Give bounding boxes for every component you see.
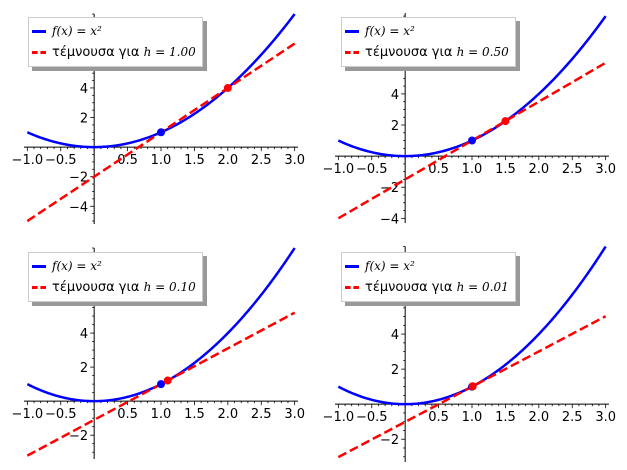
legend-swatch-solid [32, 30, 46, 33]
legend-entry-secant: τέμνουσα για h = 0.10 [32, 277, 196, 298]
x-tick-label: 3.0 [595, 162, 616, 177]
y-tick-label: −2 [380, 433, 399, 448]
x-tick-label: 0.5 [117, 153, 138, 168]
x-tick-label: 1.0 [151, 153, 172, 168]
x-tick-label: −0.5 [45, 407, 77, 422]
x-tick-label: −0.5 [356, 162, 388, 177]
y-tick-label: 2 [80, 112, 88, 127]
x-tick-label: 3.0 [284, 153, 305, 168]
legend-swatch-dashed [345, 286, 359, 289]
subplot-2: −1.0−0.50.51.01.52.02.53.0−4−224 [323, 13, 616, 227]
x-tick-label: 2.0 [528, 162, 549, 177]
legend-secant-label: τέμνουσα για [52, 45, 140, 60]
y-tick-label: 4 [80, 327, 88, 342]
x-tick-label: 2.0 [217, 407, 238, 422]
legend-h-label: h = 1.00 [143, 45, 196, 59]
legend-entry-secant: τέμνουσα για h = 0.50 [345, 42, 509, 63]
legend-function-label: f(x) = x² [52, 24, 102, 38]
x-tick-label: 1.5 [495, 162, 516, 177]
x-tick-label: −1.0 [12, 153, 44, 168]
x-tick-label: 2.5 [251, 153, 272, 168]
y-tick-label: −2 [69, 171, 88, 186]
legend-secant-label: τέμνουσα για [52, 280, 140, 295]
secant-point [163, 376, 172, 385]
y-tick-label: 4 [80, 82, 88, 97]
legend: f(x) = x² τέμνουσα για h = 0.10 [28, 252, 203, 302]
legend-secant-label: τέμνουσα για [365, 280, 453, 295]
secant-point [223, 83, 232, 92]
legend: f(x) = x² τέμνουσα για h = 0.50 [341, 17, 516, 67]
x-tick-label: −0.5 [356, 410, 388, 425]
y-tick-label: −4 [69, 200, 88, 215]
x-tick-label: 2.5 [562, 162, 583, 177]
x-tick-label: 2.5 [562, 410, 583, 425]
legend-entry-function: f(x) = x² [345, 256, 509, 277]
x-tick-label: 2.0 [528, 410, 549, 425]
legend-entry-function: f(x) = x² [345, 21, 509, 42]
y-tick-label: 4 [391, 88, 399, 103]
legend-function-label: f(x) = x² [52, 259, 102, 273]
x-tick-label: 0.5 [428, 410, 449, 425]
legend-secant-label: τέμνουσα για [365, 45, 453, 60]
x-tick-label: 3.0 [595, 410, 616, 425]
x-tick-label: 2.5 [251, 407, 272, 422]
legend-swatch-dashed [32, 51, 46, 54]
x-tick-label: 1.0 [462, 410, 483, 425]
x-tick-label: −1.0 [323, 162, 355, 177]
y-tick-label: 2 [80, 361, 88, 376]
base-point [157, 128, 165, 137]
legend-entry-secant: τέμνουσα για h = 1.00 [32, 42, 196, 63]
x-tick-label: 0.5 [428, 162, 449, 177]
legend: f(x) = x² τέμνουσα για h = 0.01 [341, 252, 516, 302]
x-tick-label: 1.5 [184, 407, 205, 422]
y-tick-label: 2 [391, 363, 399, 378]
legend-swatch-dashed [32, 286, 46, 289]
legend-function-label: f(x) = x² [365, 259, 415, 273]
secant-point [501, 117, 510, 126]
x-tick-label: 1.5 [184, 153, 205, 168]
base-point [468, 136, 476, 145]
legend-h-label: h = 0.01 [456, 280, 509, 294]
legend-h-label: h = 0.10 [143, 280, 196, 294]
x-tick-label: 0.5 [117, 407, 138, 422]
y-tick-label: −4 [380, 212, 399, 227]
y-tick-label: −2 [69, 429, 88, 444]
x-tick-label: 3.0 [284, 407, 305, 422]
legend: f(x) = x² τέμνουσα για h = 1.00 [28, 17, 203, 67]
x-tick-label: −0.5 [45, 153, 77, 168]
legend-swatch-solid [345, 265, 359, 268]
legend-entry-secant: τέμνουσα για h = 0.01 [345, 277, 509, 298]
legend-h-label: h = 0.50 [456, 45, 509, 59]
legend-swatch-solid [32, 265, 46, 268]
y-tick-label: 4 [391, 328, 399, 343]
x-tick-label: −1.0 [12, 407, 44, 422]
x-tick-label: 2.0 [217, 153, 238, 168]
legend-entry-function: f(x) = x² [32, 21, 196, 42]
legend-swatch-dashed [345, 51, 359, 54]
x-tick-label: 1.5 [495, 410, 516, 425]
legend-swatch-solid [345, 30, 359, 33]
x-tick-label: 1.0 [151, 407, 172, 422]
base-point [157, 380, 165, 389]
legend-entry-function: f(x) = x² [32, 256, 196, 277]
y-tick-label: 2 [391, 119, 399, 134]
subplot-4: −1.0 −0.5 0.5 1.0 1.5 2.0 2.5 3.0 −2 2 4 [323, 245, 616, 462]
x-tick-label: −1.0 [323, 410, 355, 425]
subplot-1: −1.0 −0.5 0.5 1.0 1.5 2.0 2.5 3.0 −4 −2 2 4 [12, 13, 305, 224]
legend-function-label: f(x) = x² [365, 24, 415, 38]
x-tick-label: 1.0 [462, 162, 483, 177]
secant-point [468, 382, 477, 391]
